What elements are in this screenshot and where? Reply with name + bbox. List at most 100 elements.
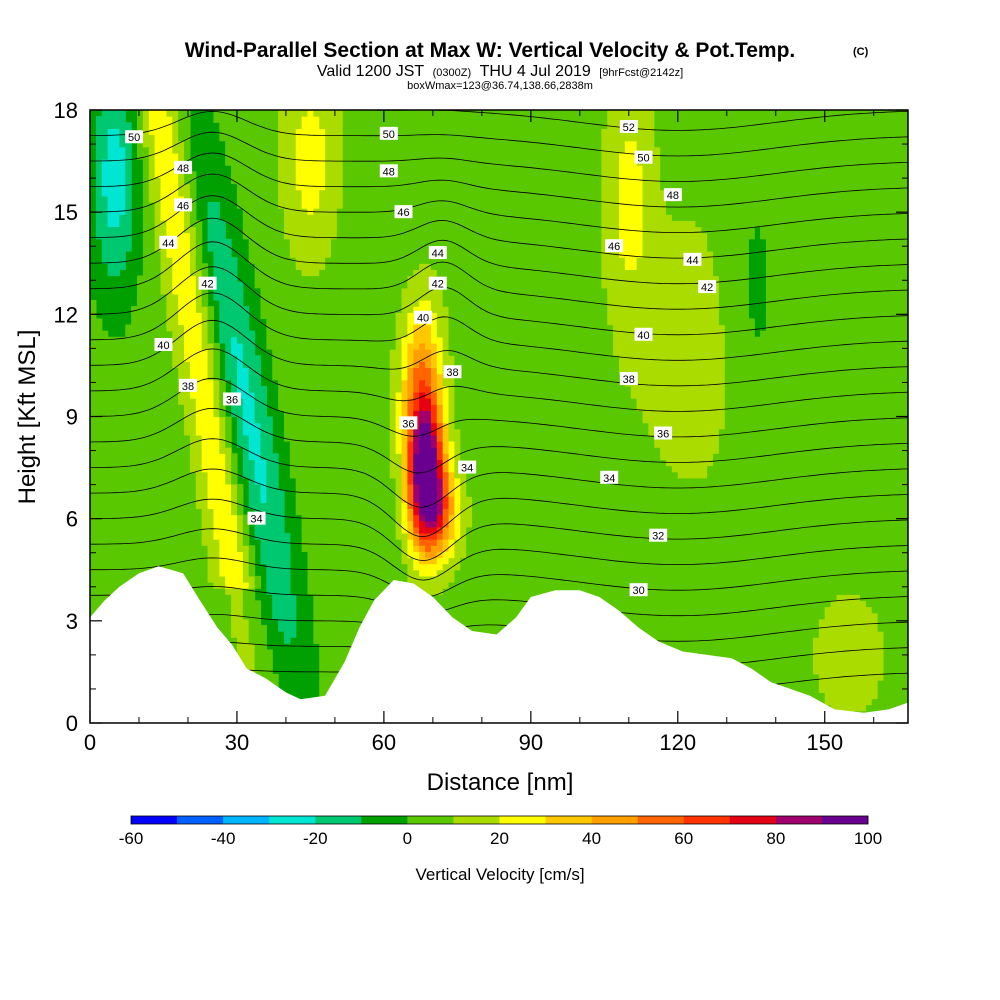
velocity-cell	[225, 575, 232, 583]
velocity-cell	[389, 447, 397, 454]
velocity-cell	[325, 686, 332, 693]
velocity-cell	[313, 502, 320, 510]
velocity-cell	[372, 532, 379, 540]
velocity-cell	[319, 183, 326, 191]
velocity-cell	[330, 391, 338, 399]
velocity-cell	[219, 582, 226, 589]
velocity-cell	[119, 575, 126, 583]
velocity-cell	[101, 244, 109, 252]
velocity-cell	[395, 269, 403, 277]
velocity-cell	[137, 532, 144, 540]
velocity-cell	[336, 306, 344, 313]
velocity-cell	[307, 532, 314, 540]
velocity-cell	[336, 152, 344, 160]
velocity-cell	[336, 612, 344, 620]
velocity-cell	[148, 514, 156, 522]
velocity-cell	[154, 373, 162, 381]
velocity-cell	[354, 612, 361, 620]
velocity-cell	[313, 312, 320, 320]
velocity-cell	[407, 287, 414, 295]
velocity-cell	[254, 385, 262, 393]
velocity-cell	[213, 391, 220, 399]
velocity-cell	[101, 201, 109, 209]
velocity-cell	[242, 116, 250, 123]
velocity-cell	[231, 287, 238, 295]
velocity-cell	[236, 152, 244, 160]
velocity-cell	[95, 195, 103, 203]
velocity-cell	[313, 195, 320, 203]
velocity-cell	[307, 367, 314, 375]
velocity-cell	[342, 122, 350, 129]
velocity-cell	[413, 508, 420, 516]
velocity-cell	[354, 244, 361, 252]
velocity-cell	[172, 342, 179, 350]
velocity-cell	[101, 379, 109, 387]
velocity-cell	[289, 624, 297, 632]
velocity-cell	[283, 410, 291, 418]
velocity-cell	[313, 569, 320, 577]
velocity-cell	[154, 263, 162, 270]
velocity-cell	[219, 563, 226, 571]
velocity-cell	[148, 404, 156, 411]
velocity-cell	[325, 355, 332, 362]
velocity-cell	[189, 367, 197, 375]
velocity-cell	[107, 373, 115, 381]
velocity-cell	[266, 300, 273, 307]
velocity-cell	[184, 539, 191, 546]
velocity-cell	[413, 502, 420, 510]
velocity-cell	[242, 514, 250, 522]
velocity-cell	[266, 171, 273, 179]
velocity-cell	[389, 453, 397, 461]
velocity-cell	[125, 177, 132, 185]
velocity-cell	[131, 428, 138, 436]
velocity-cell	[125, 453, 132, 461]
velocity-cell	[195, 336, 203, 344]
velocity-cell	[119, 257, 126, 264]
velocity-cell	[330, 447, 338, 454]
velocity-cell	[378, 355, 385, 362]
velocity-cell	[231, 520, 238, 528]
velocity-cell	[248, 159, 256, 166]
velocity-cell	[90, 532, 97, 540]
velocity-cell	[395, 195, 403, 203]
velocity-cell	[401, 514, 409, 522]
velocity-cell	[342, 508, 350, 516]
velocity-cell	[225, 532, 232, 540]
velocity-cell	[395, 287, 403, 295]
velocity-cell	[242, 422, 250, 430]
velocity-cell	[360, 250, 367, 258]
velocity-cell	[148, 483, 156, 491]
velocity-cell	[313, 257, 320, 264]
velocity-cell	[195, 355, 203, 362]
velocity-cell	[131, 490, 138, 497]
velocity-cell	[172, 128, 179, 136]
velocity-cell	[383, 422, 391, 430]
velocity-cell	[289, 361, 297, 369]
velocity-cell	[184, 324, 191, 332]
velocity-cell	[378, 557, 385, 565]
velocity-cell	[166, 152, 173, 160]
velocity-cell	[360, 208, 367, 215]
velocity-cell	[107, 588, 115, 595]
velocity-cell	[342, 306, 350, 313]
velocity-cell	[395, 293, 403, 301]
velocity-cell	[348, 287, 356, 295]
velocity-cell	[95, 189, 103, 197]
velocity-cell	[325, 208, 332, 215]
velocity-cell	[90, 557, 97, 565]
velocity-cell	[383, 293, 391, 301]
velocity-cell	[313, 140, 320, 148]
velocity-cell	[313, 263, 320, 270]
velocity-cell	[95, 122, 103, 129]
velocity-cell	[101, 496, 109, 503]
velocity-cell	[95, 404, 103, 411]
velocity-cell	[195, 496, 203, 503]
velocity-cell	[160, 306, 168, 313]
velocity-cell	[272, 545, 279, 552]
velocity-cell	[189, 496, 197, 503]
velocity-cell	[342, 618, 350, 626]
velocity-cell	[107, 551, 115, 559]
velocity-cell	[160, 189, 168, 197]
velocity-cell	[266, 471, 273, 479]
velocity-cell	[260, 434, 267, 442]
